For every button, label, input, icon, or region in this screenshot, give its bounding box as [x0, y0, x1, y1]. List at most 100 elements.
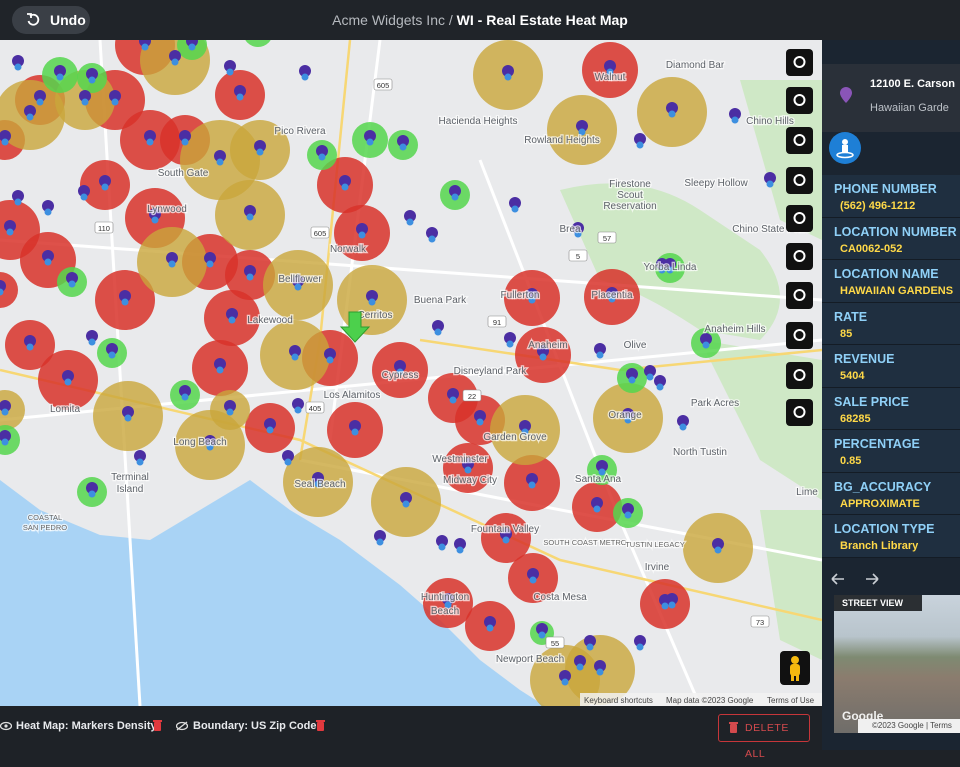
marker-pin	[644, 365, 656, 377]
marker-dot	[44, 258, 52, 266]
tool-button[interactable]	[786, 243, 813, 270]
marker-dot	[124, 414, 132, 422]
tool-button[interactable]	[786, 205, 813, 232]
marker-pin	[622, 408, 634, 420]
place-label: Placentia	[591, 290, 633, 301]
marker-dot	[318, 153, 326, 161]
place-label: Anaheim	[528, 340, 567, 351]
marker-dot	[396, 368, 404, 376]
field-row: LOCATION NUMBER CA0062-052	[822, 217, 960, 260]
tool-button[interactable]	[786, 399, 813, 426]
nav-arrows[interactable]	[830, 571, 910, 587]
place-label: Lime	[796, 487, 818, 498]
marker-pin	[144, 130, 156, 142]
place-label: Scout	[617, 190, 643, 201]
tool-icon	[793, 134, 806, 146]
map-labels: Walnut Diamond Bar Chino Hills Pico Rivera H…	[22, 59, 820, 667]
keyboard-shortcuts[interactable]: Keyboard shortcuts	[584, 696, 653, 705]
tool-button[interactable]	[786, 49, 813, 76]
org: Acme Widgets Inc	[332, 12, 445, 28]
marker-pin	[447, 388, 459, 400]
road-shield	[750, 615, 770, 628]
marker-dot	[428, 235, 436, 243]
marker-dot	[291, 353, 299, 361]
marker-dot	[111, 98, 119, 106]
place-label: Beach	[431, 606, 459, 617]
tool-button[interactable]	[786, 322, 813, 349]
terms-of-use[interactable]: Terms of Use	[767, 696, 815, 705]
streetview-icon[interactable]	[828, 131, 862, 165]
eye-icon[interactable]	[0, 721, 12, 731]
sv-terms[interactable]: Terms	[930, 721, 952, 730]
marker-dot	[246, 213, 254, 221]
marker-pin	[366, 290, 378, 302]
tool-button[interactable]	[786, 127, 813, 154]
tool-button[interactable]	[786, 167, 813, 194]
marker-pin	[526, 288, 538, 300]
marker-pin	[426, 227, 438, 239]
marker-dot	[108, 351, 116, 359]
marker-dot	[56, 73, 64, 81]
marker-dot	[1, 438, 9, 446]
place-label: Disneyland Park	[454, 366, 528, 377]
marker-dot	[64, 378, 72, 386]
marker-dot	[766, 180, 774, 188]
road-shield	[310, 226, 330, 239]
marker-pin	[700, 333, 712, 345]
tool-button[interactable]	[786, 87, 813, 114]
marker-dot	[294, 406, 302, 414]
road-shield-label: 22	[468, 392, 476, 401]
marker-dot	[351, 428, 359, 436]
field-value: HAWAIIAN GARDENS	[840, 285, 954, 297]
marker-dot	[366, 138, 374, 146]
tool-button[interactable]	[786, 282, 813, 309]
marker-pin	[656, 258, 668, 270]
marker-pin	[214, 150, 226, 162]
undo-button[interactable]: Undo	[12, 6, 90, 34]
field-label: LOCATION NUMBER	[834, 224, 957, 239]
eye-off-icon[interactable]	[176, 721, 188, 731]
field-label: BG_ACCURACY	[834, 479, 932, 494]
tool-button[interactable]	[786, 362, 813, 389]
marker-pin	[34, 90, 46, 102]
street-view[interactable]: STREET VIEW Google ©2023 Google | Terms	[834, 595, 960, 733]
place-label: Island	[117, 484, 144, 495]
address-line-2: Hawaiian Garde	[870, 102, 949, 114]
place-label: North Tustin	[673, 447, 727, 458]
trash-icon[interactable]	[316, 720, 325, 731]
place-label: SOUTH COAST METRO	[543, 538, 626, 547]
map[interactable]: Walnut Diamond Bar Chino Hills Pico Rivera H…	[0, 40, 822, 706]
marker-dot	[574, 230, 582, 238]
address-block: 12100 E. Carson Hawaiian Garde	[822, 64, 960, 132]
marker-dot	[598, 468, 606, 476]
marker-dot	[1, 408, 9, 416]
marker-dot	[539, 353, 547, 361]
tool-icon	[793, 289, 806, 301]
marker-dot	[656, 383, 664, 391]
marker-dot	[101, 183, 109, 191]
marker-pin	[677, 415, 689, 427]
marker-dot	[226, 68, 234, 76]
marker-dot	[136, 458, 144, 466]
marker-pin	[527, 568, 539, 580]
marker-dot	[181, 393, 189, 401]
marker-pin	[634, 635, 646, 647]
tool-icon	[793, 212, 806, 224]
marker-pin	[179, 130, 191, 142]
marker-dot	[256, 148, 264, 156]
marker-dot	[406, 218, 414, 226]
marker-dot	[81, 98, 89, 106]
marker-pin	[244, 205, 256, 217]
marker-pin	[179, 385, 191, 397]
marker-pin	[312, 472, 324, 484]
marker-dot	[88, 338, 96, 346]
marker-dot	[714, 546, 722, 554]
delete-all-button[interactable]: DELETE ALL	[718, 714, 810, 760]
marker-pin	[634, 133, 646, 145]
trash-icon[interactable]	[153, 720, 162, 731]
marker-dot	[666, 266, 674, 274]
road-shield	[305, 401, 325, 414]
field-row: BG_ACCURACY APPROXIMATE	[822, 472, 960, 515]
marker-dot	[464, 466, 472, 474]
marker-pin	[264, 418, 276, 430]
